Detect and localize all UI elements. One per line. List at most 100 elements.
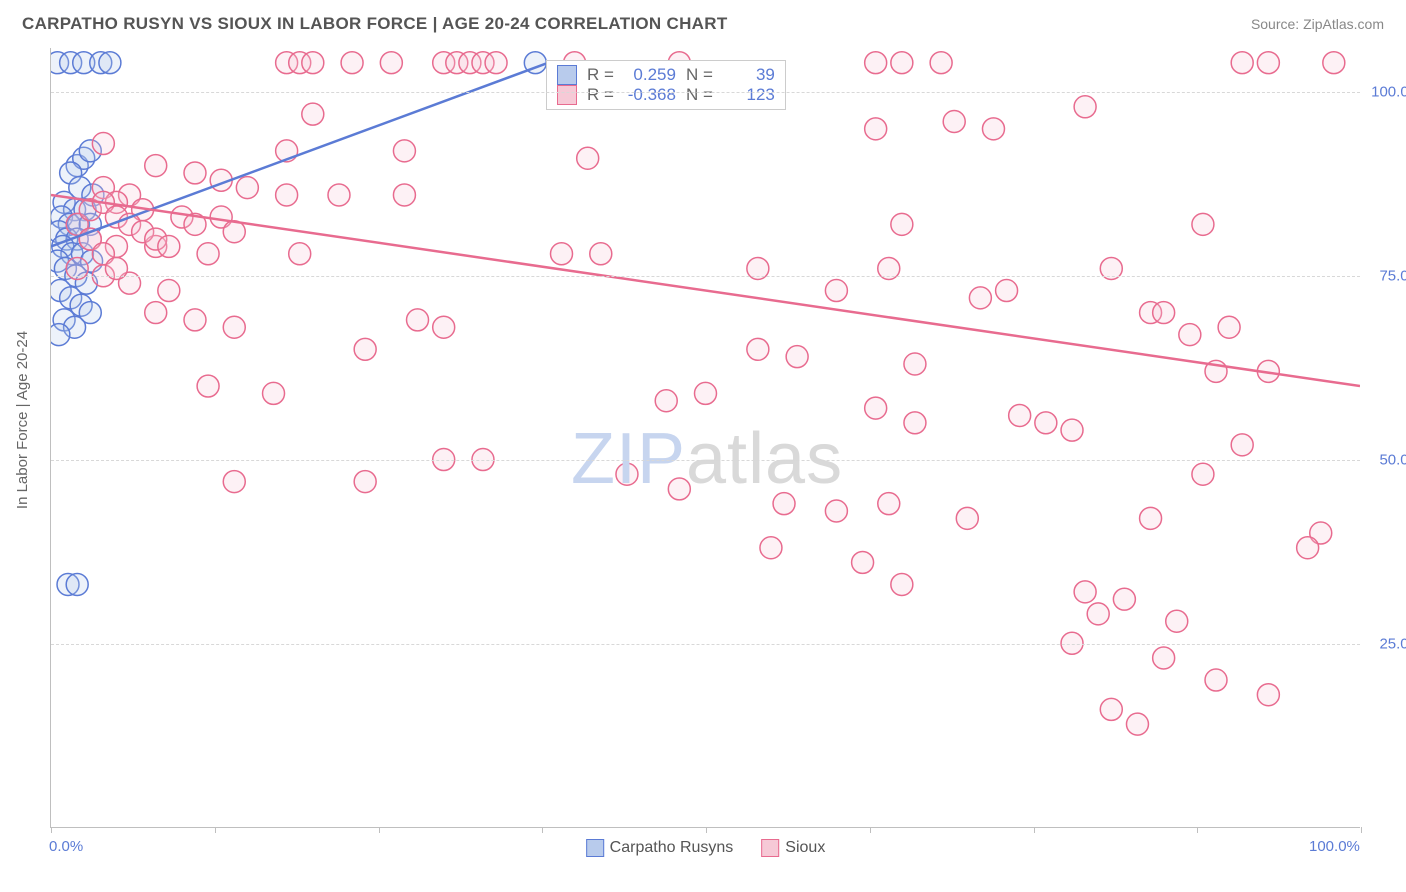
scatter-point	[996, 280, 1018, 302]
gridline	[51, 92, 1360, 93]
legend-swatch-icon	[557, 85, 577, 105]
legend-swatch-icon	[557, 65, 577, 85]
scatter-point	[236, 177, 258, 199]
scatter-point	[1074, 96, 1096, 118]
x-tick	[51, 827, 52, 833]
scatter-point	[969, 287, 991, 309]
stat-r-label: R =	[587, 85, 614, 105]
scatter-point	[1231, 52, 1253, 74]
trendline	[51, 195, 1360, 386]
scatter-point	[1297, 537, 1319, 559]
x-tick	[1197, 827, 1198, 833]
scatter-point	[1087, 603, 1109, 625]
legend-item: Sioux	[761, 839, 825, 857]
x-tick	[542, 827, 543, 833]
y-tick-label: 100.0%	[1367, 84, 1406, 101]
scatter-point	[99, 52, 121, 74]
stat-n-value: 39	[719, 65, 775, 85]
scatter-point	[393, 184, 415, 206]
bottom-legend: Carpatho Rusyns Sioux	[586, 839, 826, 857]
scatter-point	[393, 140, 415, 162]
scatter-point	[184, 162, 206, 184]
scatter-point	[852, 551, 874, 573]
chart-title: CARPATHO RUSYN VS SIOUX IN LABOR FORCE |…	[22, 14, 728, 34]
stat-r-value: -0.368	[620, 85, 676, 105]
stats-row: R = 0.259 N = 39	[557, 65, 775, 85]
scatter-point	[878, 493, 900, 515]
scatter-point	[786, 346, 808, 368]
scatter-point	[341, 52, 363, 74]
scatter-point	[158, 235, 180, 257]
scatter-point	[930, 52, 952, 74]
scatter-point	[891, 213, 913, 235]
scatter-point	[197, 375, 219, 397]
x-tick-label: 0.0%	[49, 838, 83, 855]
scatter-point	[184, 309, 206, 331]
legend-label: Carpatho Rusyns	[610, 839, 734, 857]
scatter-point	[158, 280, 180, 302]
scatter-point	[66, 573, 88, 595]
scatter-point	[773, 493, 795, 515]
scatter-point	[577, 147, 599, 169]
scatter-point	[695, 382, 717, 404]
header: CARPATHO RUSYN VS SIOUX IN LABOR FORCE |…	[0, 0, 1406, 42]
legend-swatch-icon	[761, 839, 779, 857]
scatter-point	[1192, 213, 1214, 235]
x-tick	[1361, 827, 1362, 833]
scatter-point	[1231, 434, 1253, 456]
scatter-point	[1140, 507, 1162, 529]
scatter-point	[1218, 316, 1240, 338]
stats-row: R =-0.368N =123	[557, 85, 775, 105]
source-attribution: Source: ZipAtlas.com	[1251, 16, 1384, 32]
scatter-point	[616, 463, 638, 485]
x-tick	[1034, 827, 1035, 833]
scatter-point	[1166, 610, 1188, 632]
scatter-point	[1257, 52, 1279, 74]
scatter-point	[590, 243, 612, 265]
scatter-point	[380, 52, 402, 74]
scatter-point	[302, 52, 324, 74]
scatter-point	[760, 537, 782, 559]
scatter-point	[668, 478, 690, 500]
scatter-point	[1153, 647, 1175, 669]
scatter-point	[1205, 669, 1227, 691]
scatter-point	[145, 302, 167, 324]
scatter-point	[1035, 412, 1057, 434]
y-axis-title: In Labor Force | Age 20-24	[14, 331, 31, 509]
legend-item: Carpatho Rusyns	[586, 839, 734, 857]
scatter-point	[223, 471, 245, 493]
scatter-point	[197, 243, 219, 265]
y-tick-label: 25.0%	[1367, 636, 1406, 653]
stat-n-label: N =	[686, 65, 713, 85]
scatter-point	[1153, 302, 1175, 324]
gridline	[51, 276, 1360, 277]
scatter-point	[1113, 588, 1135, 610]
scatter-point	[1257, 684, 1279, 706]
stat-r-value: 0.259	[620, 65, 676, 85]
scatter-point	[956, 507, 978, 529]
legend-swatch-icon	[586, 839, 604, 857]
scatter-point	[1061, 419, 1083, 441]
scatter-point	[1074, 581, 1096, 603]
scatter-point	[943, 111, 965, 133]
scatter-point	[354, 471, 376, 493]
scatter-point	[825, 500, 847, 522]
scatter-point	[1179, 324, 1201, 346]
scatter-point	[1009, 404, 1031, 426]
scatter-point	[891, 52, 913, 74]
x-tick	[706, 827, 707, 833]
scatter-point	[328, 184, 350, 206]
x-tick	[870, 827, 871, 833]
scatter-point	[276, 184, 298, 206]
y-tick-label: 50.0%	[1367, 452, 1406, 469]
scatter-point	[145, 155, 167, 177]
scatter-point	[904, 353, 926, 375]
x-tick	[379, 827, 380, 833]
chart-plot-area: ZIPatlas R =0.259N =39R =-0.368N =123 Ca…	[50, 48, 1360, 828]
stat-r-label: R =	[587, 65, 614, 85]
scatter-point	[747, 338, 769, 360]
correlation-stats-box: R =0.259N =39R =-0.368N =123	[546, 60, 786, 110]
chart-svg	[51, 48, 1360, 827]
x-tick	[215, 827, 216, 833]
scatter-point	[51, 324, 70, 346]
